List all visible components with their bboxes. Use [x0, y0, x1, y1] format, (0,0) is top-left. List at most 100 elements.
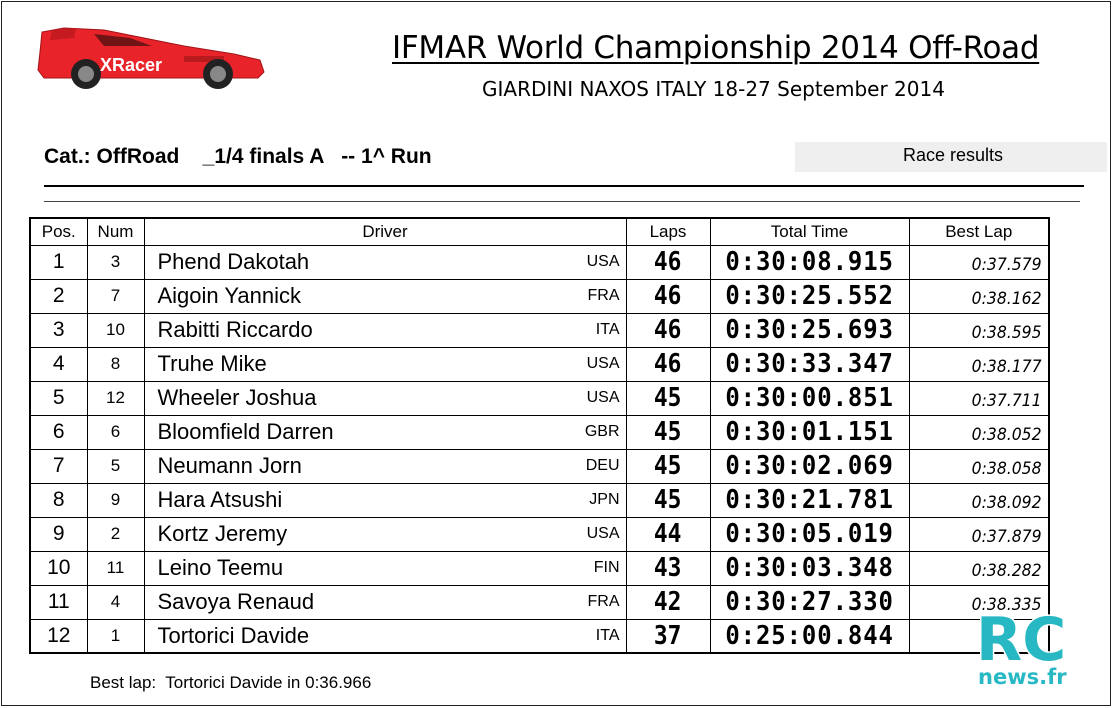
table-row: 11 4 Savoya Renaud FRA 42 0:30:27.330 0:38.335 — [29, 584, 1050, 620]
cell-best-lap: 0:38.162 — [908, 278, 1050, 314]
run-label: -- 1^ Run — [341, 145, 432, 168]
col-header-best-lap: Best Lap — [908, 217, 1050, 246]
cell-num: 7 — [86, 278, 145, 314]
divider — [44, 185, 1084, 187]
race-results-box: Race results — [795, 142, 1107, 172]
cell-pos: 2 — [29, 278, 88, 314]
best-lap-value: 0:37.879 — [971, 527, 1042, 547]
cell-pos: 5 — [29, 380, 88, 416]
driver-nationality: DEU — [585, 456, 620, 474]
cell-driver: Tortorici Davide ITA — [143, 618, 627, 654]
cell-num: 11 — [86, 550, 145, 586]
laps-value: 37 — [654, 620, 682, 651]
rcnews-logo-icon: RC news.fr — [975, 604, 1069, 691]
cell-pos: 6 — [29, 414, 88, 450]
table-row: 3 10 Rabitti Riccardo ITA 46 0:30:25.693 0:38.… — [29, 312, 1050, 348]
cell-pos: 7 — [29, 448, 88, 484]
cell-driver: Truhe Mike USA — [143, 346, 627, 382]
driver-name: Tortorici Davide — [157, 622, 310, 648]
car-logo-icon: XRacer — [37, 27, 265, 89]
table-header-row: Pos. Num Driver Laps Total Time Best Lap — [29, 217, 1050, 246]
cell-total-time: 0:30:25.693 — [709, 312, 910, 348]
cell-pos: 11 — [29, 584, 88, 620]
final-label: _1/4 finals A — [202, 145, 324, 168]
col-header-laps: Laps — [625, 217, 711, 246]
cell-laps: 46 — [625, 244, 711, 280]
cell-laps: 46 — [625, 346, 711, 382]
cell-num: 12 — [86, 380, 145, 416]
driver-nationality: USA — [586, 524, 620, 542]
cell-num: 3 — [86, 244, 145, 280]
col-header-num: Num — [86, 217, 145, 246]
driver-nationality: FIN — [593, 558, 620, 576]
table-row: 5 12 Wheeler Joshua USA 45 0:30:00.851 0:37.71… — [29, 380, 1050, 416]
total-time-value: 0:30:08.915 — [725, 247, 894, 277]
cell-driver: Neumann Jorn DEU — [143, 448, 627, 484]
cell-best-lap: 0:38.282 — [908, 550, 1050, 586]
cell-best-lap: 0:38.092 — [908, 482, 1050, 518]
cell-best-lap: 0:37.879 — [908, 516, 1050, 552]
table-row: 12 1 Tortorici Davide ITA 37 0:25:00.844 — [29, 618, 1050, 654]
total-time-value: 0:30:01.151 — [725, 417, 894, 447]
driver-name: Savoya Renaud — [157, 588, 315, 614]
driver-nationality: ITA — [595, 626, 620, 644]
cell-total-time: 0:30:25.552 — [709, 278, 910, 314]
best-lap-value: 0:38.052 — [971, 425, 1042, 445]
best-lap-value: 0:38.162 — [971, 289, 1042, 309]
cell-driver: Leino Teemu FIN — [143, 550, 627, 586]
cell-pos: 4 — [29, 346, 88, 382]
table-row: 1 3 Phend Dakotah USA 46 0:30:08.915 0:37.579 — [29, 244, 1050, 280]
cell-total-time: 0:30:03.348 — [709, 550, 910, 586]
event-title: IFMAR World Championship 2014 Off-Road — [392, 30, 1040, 66]
cell-num: 2 — [86, 516, 145, 552]
rcnews-watermark: RC news.fr — [970, 602, 1088, 691]
cell-total-time: 0:30:01.151 — [709, 414, 910, 450]
cell-pos: 12 — [29, 618, 88, 654]
total-time-value: 0:30:33.347 — [725, 349, 894, 379]
driver-nationality: JPN — [589, 490, 620, 508]
cell-driver: Kortz Jeremy USA — [143, 516, 627, 552]
cell-laps: 45 — [625, 414, 711, 450]
total-time-value: 0:30:27.330 — [725, 587, 894, 617]
laps-value: 45 — [654, 417, 682, 447]
event-subtitle: GIARDINI NAXOS ITALY 18-27 September 201… — [482, 77, 945, 101]
cell-num: 9 — [86, 482, 145, 518]
laps-value: 45 — [654, 451, 682, 481]
total-time-value: 0:30:25.552 — [725, 281, 894, 311]
best-lap-value: 0:38.058 — [971, 459, 1042, 479]
cell-num: 4 — [86, 584, 145, 620]
cell-laps: 46 — [625, 278, 711, 314]
driver-name: Bloomfield Darren — [157, 418, 334, 444]
cell-driver: Aigoin Yannick FRA — [143, 278, 627, 314]
cell-num: 1 — [86, 618, 145, 654]
laps-value: 46 — [654, 281, 682, 311]
driver-name: Hara Atsushi — [157, 486, 283, 512]
best-lap-value: 0:37.711 — [971, 391, 1042, 411]
cell-best-lap: 0:38.335 — [908, 584, 1050, 620]
driver-name: Rabitti Riccardo — [157, 316, 313, 342]
table-row: 8 9 Hara Atsushi JPN 45 0:30:21.781 0:38.092 — [29, 482, 1050, 518]
table-row: 9 2 Kortz Jeremy USA 44 0:30:05.019 0:37.879 — [29, 516, 1050, 552]
xracer-logo: XRacer — [34, 26, 268, 92]
cell-pos: 9 — [29, 516, 88, 552]
total-time-value: 0:30:05.019 — [725, 519, 894, 549]
cell-laps: 37 — [625, 618, 711, 654]
total-time-value: 0:30:21.781 — [725, 485, 894, 515]
cell-pos: 10 — [29, 550, 88, 586]
best-lap-value: 0:38.177 — [971, 357, 1042, 377]
driver-nationality: USA — [586, 388, 620, 406]
cell-best-lap: 0:37.579 — [908, 244, 1050, 280]
driver-nationality: GBR — [584, 422, 620, 440]
cell-pos: 3 — [29, 312, 88, 348]
category-label: Cat.: OffRoad — [44, 145, 180, 168]
cell-best-lap — [908, 618, 1050, 654]
col-header-driver: Driver — [143, 217, 627, 246]
cell-num: 6 — [86, 414, 145, 450]
table-row: 7 5 Neumann Jorn DEU 45 0:30:02.069 0:38.058 — [29, 448, 1050, 484]
category-line: Cat.: OffRoad _1/4 finals A -- 1^ Run — [44, 145, 432, 169]
cell-best-lap: 0:38.052 — [908, 414, 1050, 450]
best-lap-value: 0:38.595 — [971, 323, 1042, 343]
table-row: 6 6 Bloomfield Darren GBR 45 0:30:01.151 0:38.… — [29, 414, 1050, 450]
driver-nationality: FRA — [587, 286, 620, 304]
